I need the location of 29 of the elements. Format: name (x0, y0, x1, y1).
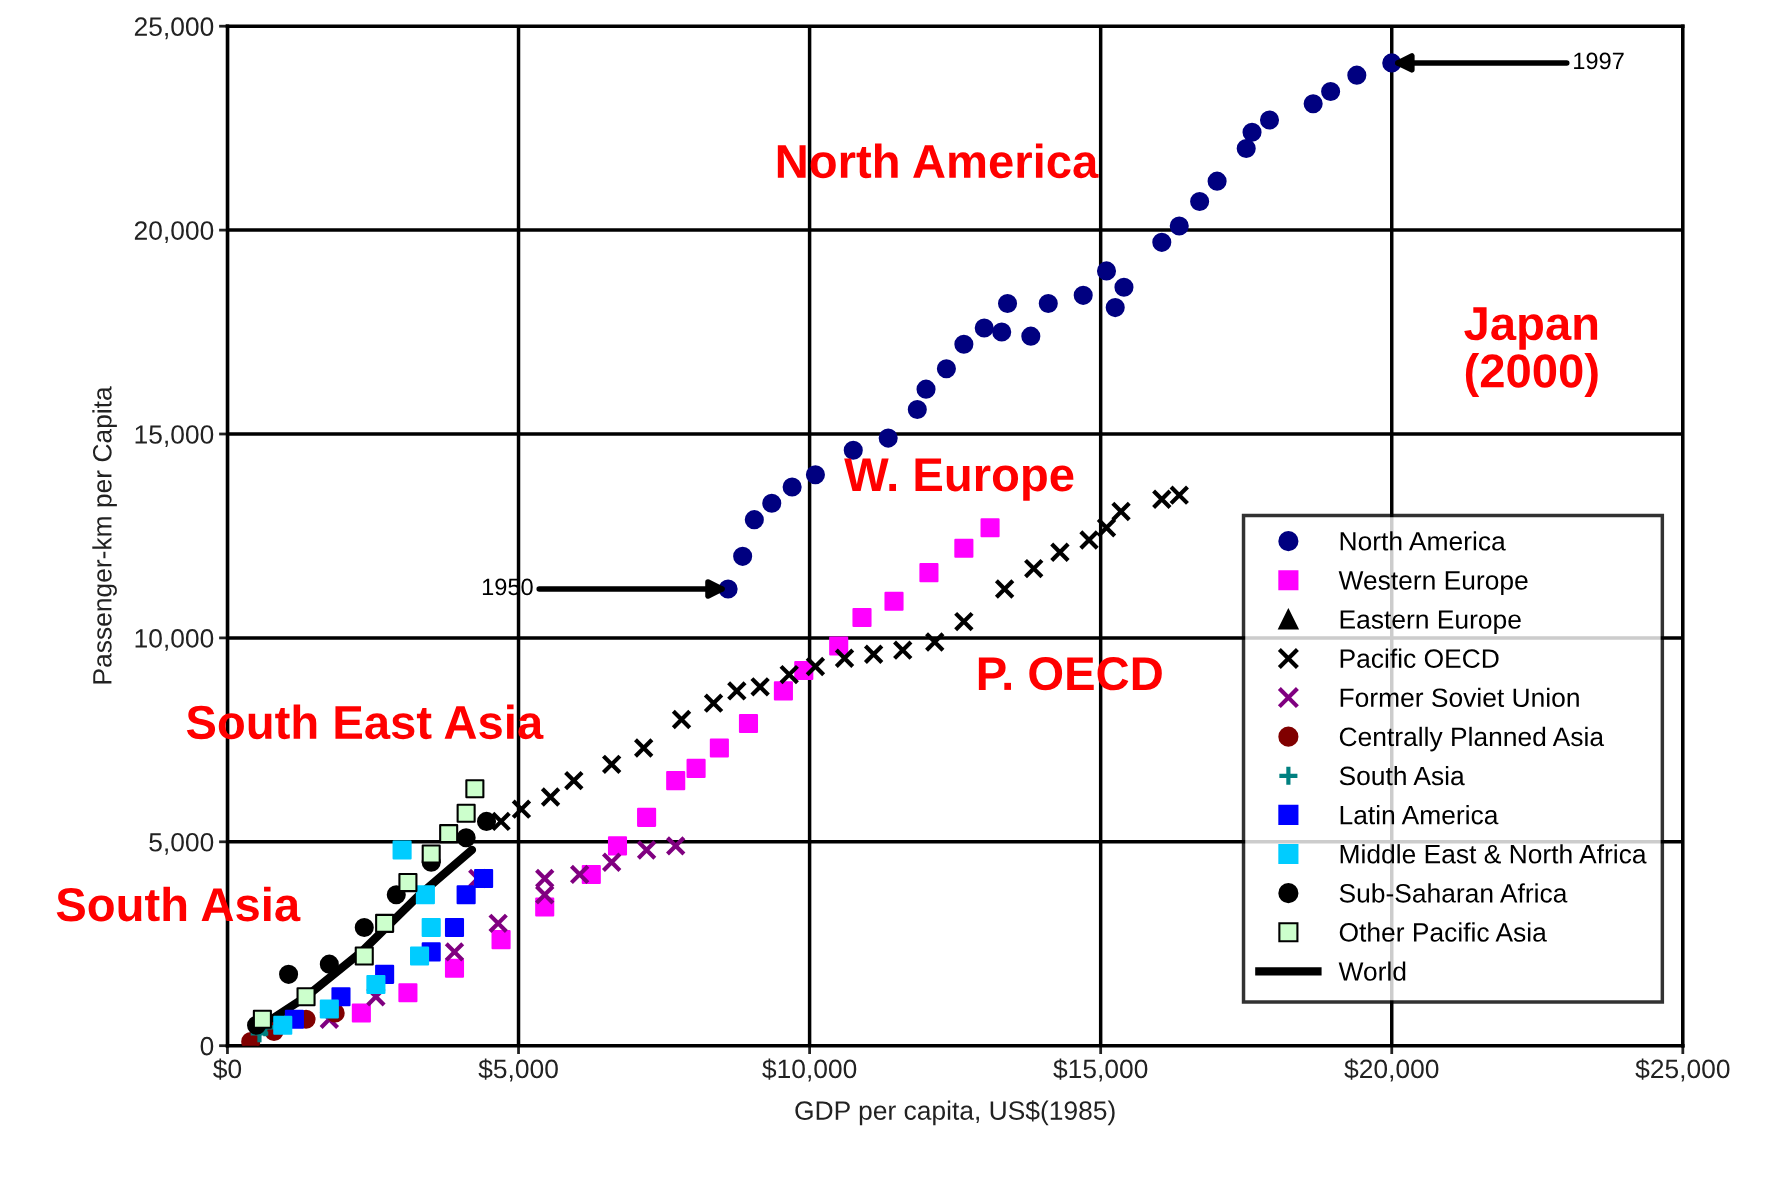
legend-label: Sub-Saharan Africa (1339, 883, 1568, 903)
x-tick-label: $0 (213, 1058, 242, 1080)
y-tick-label: 10,000 (135, 629, 214, 651)
legend-label: Former Soviet Union (1340, 687, 1579, 708)
legend-label: North America (1340, 531, 1506, 551)
legend-label: Middle East & North Africa (1340, 844, 1647, 864)
y-tick-label: 0 (200, 1036, 214, 1056)
legend-label: Centrally Planned Asia (1339, 726, 1605, 752)
legend-label: World (1338, 961, 1406, 981)
annotation: Japan (2000) (1464, 307, 1598, 398)
annotation: 1997 (1574, 52, 1624, 70)
legend-label: Western Europe (1338, 571, 1528, 595)
legend-label: Other Pacific Asia (1339, 922, 1547, 942)
x-tick-label: $20,000 (1344, 1058, 1439, 1082)
y-tick-label: 20,000 (134, 221, 214, 244)
legend-label: Pacific OECD (1340, 648, 1499, 668)
legend-label: Latin America (1340, 805, 1499, 825)
x-tick-label: $10,000 (762, 1058, 857, 1082)
x-tick-label: $5,000 (478, 1058, 558, 1082)
y-tick-label: 25,000 (134, 17, 214, 40)
legend-label: Eastern Europe (1340, 610, 1521, 635)
y-tick-label: 5,000 (149, 832, 214, 855)
x-tick-label: $25,000 (1635, 1058, 1730, 1082)
y-tick-label: 15,000 (135, 425, 214, 447)
x-tick-label: $15,000 (1053, 1058, 1148, 1082)
annotation: W. Europe (844, 458, 1074, 501)
x-axis-title: GDP per capita, US$(1985) (795, 1100, 1115, 1126)
y-axis-title: Passenger-km per Capita (92, 386, 117, 684)
legend-label: South Asia (1339, 765, 1465, 786)
